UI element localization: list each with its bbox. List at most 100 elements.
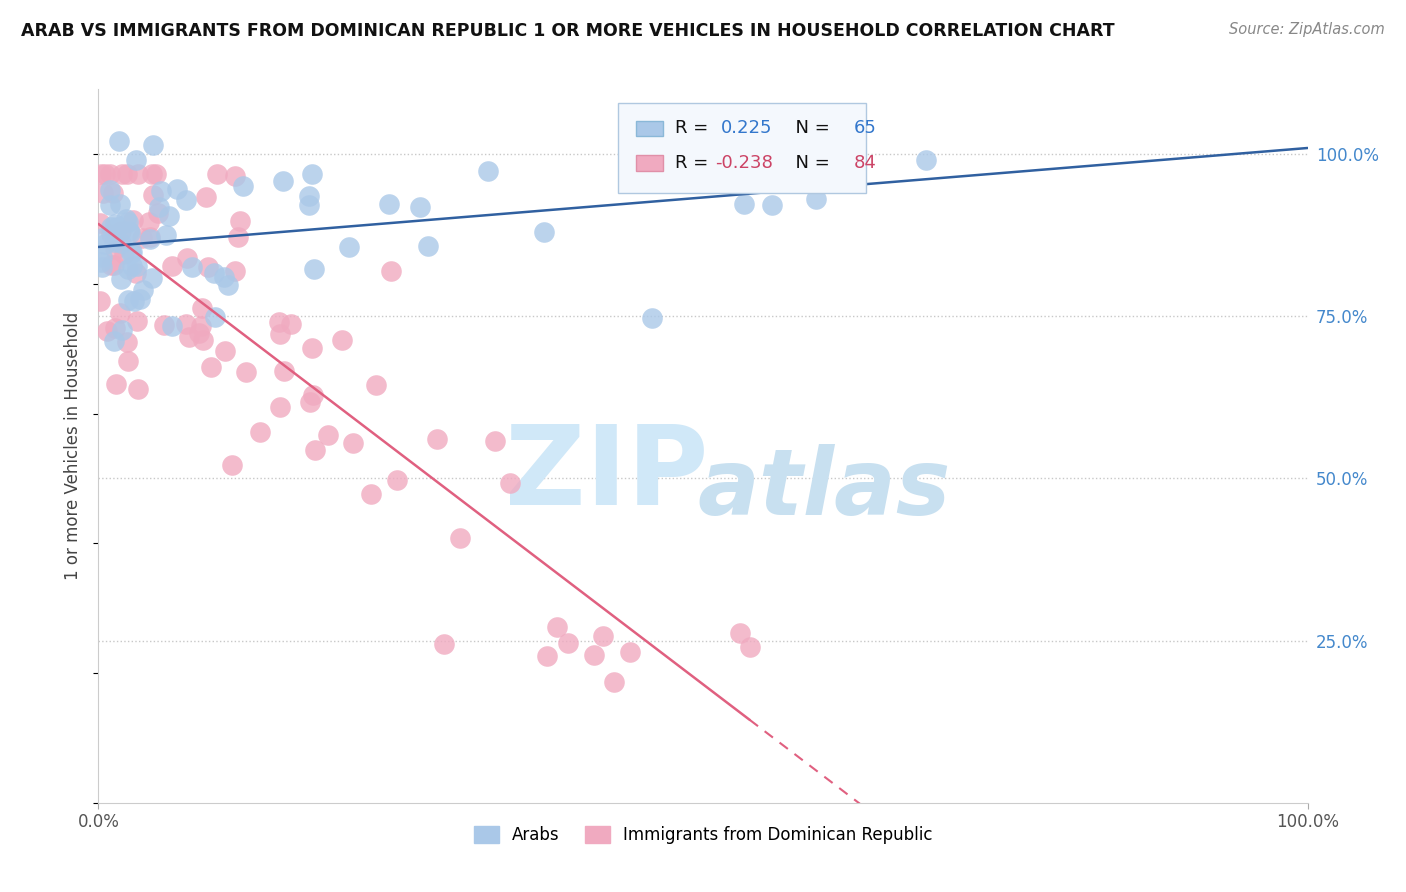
Point xyxy=(301,167,323,181)
Text: R =: R = xyxy=(675,120,714,137)
Text: R =: R = xyxy=(675,153,714,171)
Point xyxy=(176,194,198,208)
Point xyxy=(118,226,141,240)
Point xyxy=(360,486,382,500)
Point xyxy=(110,323,132,337)
Point xyxy=(155,228,177,243)
Text: 0.225: 0.225 xyxy=(721,120,773,137)
Point xyxy=(181,260,204,274)
Point xyxy=(103,258,125,272)
Point xyxy=(94,236,117,251)
Point xyxy=(127,167,149,181)
Point xyxy=(533,225,555,239)
Point xyxy=(100,259,122,273)
Point xyxy=(298,189,321,203)
Point xyxy=(761,197,783,211)
Point xyxy=(280,317,302,331)
Point xyxy=(141,271,163,285)
Point xyxy=(450,531,472,545)
Point xyxy=(174,317,197,331)
Text: atlas: atlas xyxy=(697,444,950,533)
Point xyxy=(298,395,321,409)
Point xyxy=(205,167,228,181)
Point xyxy=(536,648,558,663)
Point xyxy=(131,230,153,244)
Point xyxy=(91,186,114,201)
Point xyxy=(195,190,218,204)
Point xyxy=(226,230,249,244)
Point xyxy=(583,648,606,662)
Point xyxy=(149,184,172,198)
Point xyxy=(385,473,408,487)
Point xyxy=(426,432,449,446)
Point xyxy=(224,169,246,183)
Point xyxy=(176,252,198,266)
Point xyxy=(117,293,139,307)
Point xyxy=(380,263,402,277)
Point xyxy=(100,227,122,241)
Point xyxy=(103,235,125,249)
Point xyxy=(498,475,520,490)
Point xyxy=(409,200,432,214)
Point xyxy=(105,377,128,392)
Point xyxy=(108,306,131,320)
Legend: Arabs, Immigrants from Dominican Republic: Arabs, Immigrants from Dominican Republi… xyxy=(474,826,932,845)
Point xyxy=(104,242,127,256)
Point xyxy=(193,333,215,347)
Point xyxy=(91,260,114,274)
Point xyxy=(204,266,226,280)
Point xyxy=(738,640,761,655)
Point xyxy=(115,167,138,181)
Point xyxy=(273,364,295,378)
Text: Source: ZipAtlas.com: Source: ZipAtlas.com xyxy=(1229,22,1385,37)
Point xyxy=(302,262,325,277)
Point xyxy=(148,200,170,214)
Point xyxy=(269,326,291,341)
Point xyxy=(160,318,183,333)
Point xyxy=(98,183,121,197)
Point xyxy=(110,236,132,251)
Point xyxy=(138,229,160,244)
Point xyxy=(316,427,339,442)
Point xyxy=(200,359,222,374)
Point xyxy=(197,260,219,274)
Point xyxy=(592,629,614,643)
Point xyxy=(477,164,499,178)
Point xyxy=(166,182,188,196)
Point xyxy=(217,277,239,292)
Point xyxy=(269,400,291,414)
Point xyxy=(800,152,823,166)
Point xyxy=(125,266,148,280)
Point xyxy=(108,134,131,148)
Point xyxy=(138,215,160,229)
Point xyxy=(90,254,112,268)
Point xyxy=(224,264,246,278)
Point xyxy=(214,344,236,359)
Point xyxy=(89,293,111,308)
Point xyxy=(146,205,169,219)
Point xyxy=(733,197,755,211)
Text: ZIP: ZIP xyxy=(505,421,709,528)
Y-axis label: 1 or more Vehicles in Household: 1 or more Vehicles in Household xyxy=(65,312,83,580)
Point xyxy=(378,197,401,211)
Point xyxy=(915,153,938,168)
Point xyxy=(249,425,271,440)
Text: N =: N = xyxy=(785,120,835,137)
Point xyxy=(557,636,579,650)
Point xyxy=(122,213,145,227)
Point xyxy=(641,310,664,325)
Text: 84: 84 xyxy=(855,153,877,171)
Point xyxy=(121,260,143,274)
Point xyxy=(127,382,149,396)
Point xyxy=(139,232,162,246)
Point xyxy=(98,198,121,212)
Point xyxy=(142,138,165,153)
Point xyxy=(145,167,167,181)
Point xyxy=(100,219,122,234)
Point xyxy=(546,619,568,633)
Point xyxy=(302,387,325,401)
Point xyxy=(484,434,506,448)
Point xyxy=(298,198,321,212)
Point xyxy=(120,246,142,260)
Point xyxy=(235,365,257,379)
